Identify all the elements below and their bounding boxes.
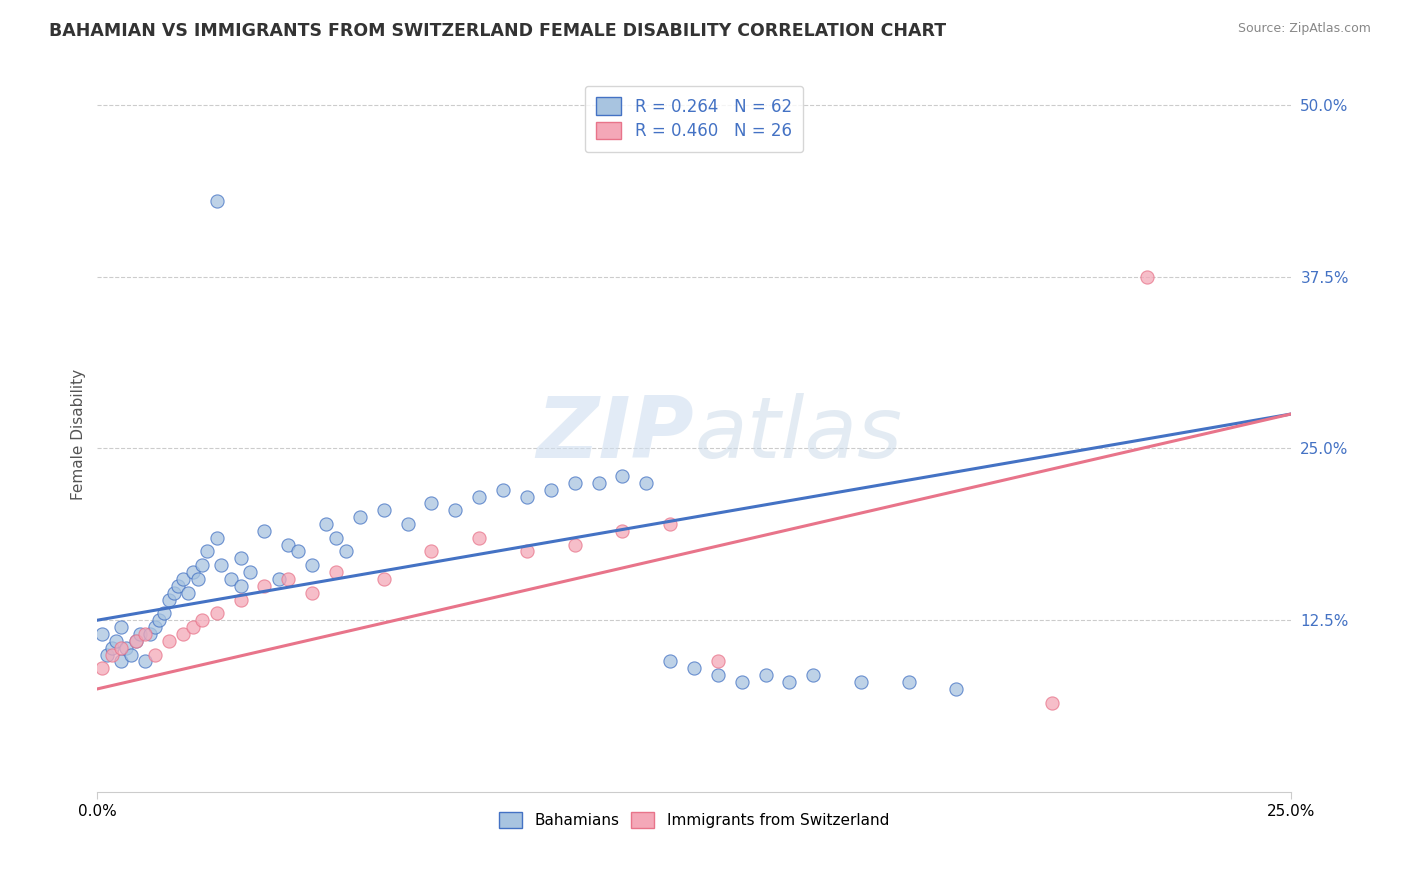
Text: BAHAMIAN VS IMMIGRANTS FROM SWITZERLAND FEMALE DISABILITY CORRELATION CHART: BAHAMIAN VS IMMIGRANTS FROM SWITZERLAND … bbox=[49, 22, 946, 40]
Point bbox=[287, 544, 309, 558]
Point bbox=[110, 620, 132, 634]
Point bbox=[195, 544, 218, 558]
Point bbox=[110, 640, 132, 655]
Point bbox=[301, 585, 323, 599]
Point bbox=[91, 627, 114, 641]
Point bbox=[167, 579, 190, 593]
Point bbox=[124, 633, 146, 648]
Point bbox=[229, 551, 252, 566]
Y-axis label: Female Disability: Female Disability bbox=[72, 369, 86, 500]
Point bbox=[444, 503, 467, 517]
Point bbox=[100, 640, 122, 655]
Point bbox=[301, 558, 323, 573]
Point bbox=[172, 572, 194, 586]
Legend: Bahamians, Immigrants from Switzerland: Bahamians, Immigrants from Switzerland bbox=[494, 806, 896, 834]
Point bbox=[612, 524, 634, 538]
Point bbox=[157, 633, 180, 648]
Point bbox=[420, 496, 443, 510]
Text: atlas: atlas bbox=[695, 393, 903, 476]
Point bbox=[153, 607, 176, 621]
Point bbox=[755, 668, 778, 682]
Point bbox=[778, 675, 800, 690]
Point bbox=[139, 627, 162, 641]
Point bbox=[253, 579, 276, 593]
Point bbox=[172, 627, 194, 641]
Point bbox=[659, 516, 682, 531]
Point bbox=[325, 531, 347, 545]
Point bbox=[115, 640, 138, 655]
Point bbox=[315, 516, 337, 531]
Point bbox=[277, 572, 299, 586]
Point bbox=[267, 572, 290, 586]
Point bbox=[325, 565, 347, 579]
Point bbox=[1040, 696, 1063, 710]
Point bbox=[177, 585, 200, 599]
Point bbox=[659, 655, 682, 669]
Point bbox=[1136, 269, 1159, 284]
Point bbox=[191, 558, 214, 573]
Text: ZIP: ZIP bbox=[536, 393, 695, 476]
Point bbox=[683, 661, 706, 675]
Point bbox=[129, 627, 152, 641]
Point bbox=[91, 661, 114, 675]
Point bbox=[373, 572, 395, 586]
Point bbox=[564, 475, 586, 490]
Point bbox=[157, 592, 180, 607]
Point bbox=[219, 572, 242, 586]
Point bbox=[945, 681, 967, 696]
Point bbox=[707, 655, 730, 669]
Point bbox=[516, 544, 538, 558]
Point bbox=[205, 194, 228, 208]
Point bbox=[373, 503, 395, 517]
Point bbox=[191, 613, 214, 627]
Point bbox=[540, 483, 562, 497]
Point bbox=[707, 668, 730, 682]
Point bbox=[731, 675, 754, 690]
Point bbox=[564, 538, 586, 552]
Point bbox=[143, 648, 166, 662]
Point bbox=[588, 475, 610, 490]
Point bbox=[110, 655, 132, 669]
Point bbox=[181, 565, 204, 579]
Point bbox=[148, 613, 170, 627]
Point bbox=[124, 633, 146, 648]
Point bbox=[187, 572, 209, 586]
Point bbox=[849, 675, 872, 690]
Point bbox=[229, 579, 252, 593]
Point bbox=[143, 620, 166, 634]
Point bbox=[120, 648, 142, 662]
Point bbox=[897, 675, 920, 690]
Point bbox=[468, 490, 491, 504]
Point bbox=[253, 524, 276, 538]
Point bbox=[181, 620, 204, 634]
Point bbox=[277, 538, 299, 552]
Point bbox=[492, 483, 515, 497]
Point bbox=[468, 531, 491, 545]
Point bbox=[134, 655, 156, 669]
Point bbox=[516, 490, 538, 504]
Point bbox=[96, 648, 118, 662]
Point bbox=[239, 565, 262, 579]
Point bbox=[636, 475, 658, 490]
Point bbox=[229, 592, 252, 607]
Point bbox=[349, 510, 371, 524]
Point bbox=[211, 558, 233, 573]
Point bbox=[163, 585, 186, 599]
Point bbox=[205, 531, 228, 545]
Point bbox=[105, 633, 128, 648]
Point bbox=[205, 607, 228, 621]
Point bbox=[612, 469, 634, 483]
Point bbox=[134, 627, 156, 641]
Point bbox=[335, 544, 357, 558]
Point bbox=[396, 516, 419, 531]
Point bbox=[801, 668, 824, 682]
Point bbox=[100, 648, 122, 662]
Point bbox=[420, 544, 443, 558]
Text: Source: ZipAtlas.com: Source: ZipAtlas.com bbox=[1237, 22, 1371, 36]
